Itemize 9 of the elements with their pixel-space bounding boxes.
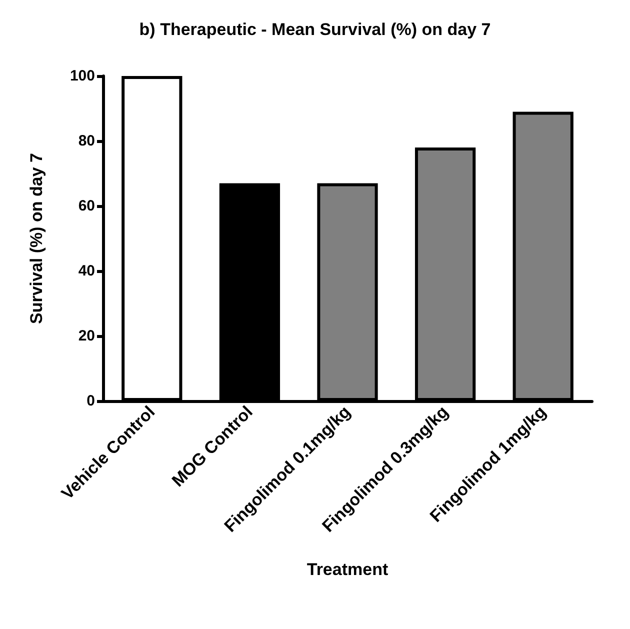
y-tick-label: 0 (86, 392, 95, 410)
chart-title: b) Therapeutic - Mean Survival (%) on day 7 (139, 20, 491, 39)
y-tick-label: 40 (78, 262, 95, 280)
y-tick-label: 60 (78, 198, 95, 214)
y-axis-title: Survival (%) on day 7 (27, 153, 46, 324)
y-tick-label: 80 (78, 132, 95, 150)
y-tick-label: 20 (78, 328, 95, 344)
y-tick-label: 100 (70, 68, 95, 84)
x-axis-title: Treatment (306, 560, 388, 579)
